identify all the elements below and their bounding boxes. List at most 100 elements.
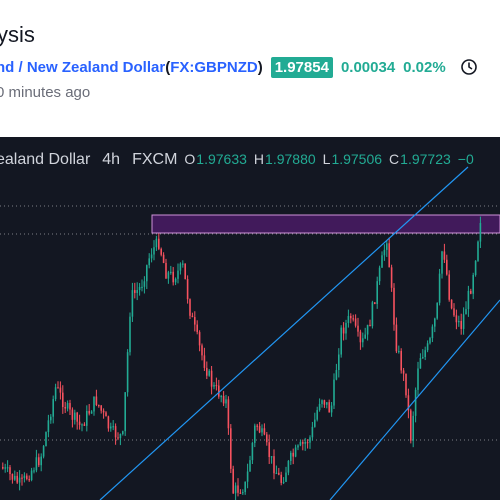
candle-body <box>136 290 138 293</box>
candle-body <box>86 410 88 426</box>
candle-body <box>297 445 299 448</box>
candle-body <box>474 260 477 276</box>
candle-body <box>107 416 110 429</box>
candle-body <box>155 238 158 248</box>
candle-body <box>434 318 436 327</box>
candle-body <box>378 267 381 282</box>
candle-body <box>172 271 174 283</box>
candle-body <box>261 428 263 433</box>
candle-body <box>424 350 426 358</box>
resistance-zone <box>151 214 500 234</box>
candle-body <box>258 425 261 433</box>
candle-body <box>119 434 122 439</box>
candle-body <box>314 419 316 427</box>
candle-body <box>126 352 129 393</box>
candle-body <box>50 416 52 421</box>
candle-body <box>422 357 424 359</box>
candle-body <box>2 467 4 469</box>
candle-body <box>28 479 30 481</box>
candle-body <box>242 492 244 494</box>
ticker-link[interactable]: FX:GBPNZD <box>170 58 258 76</box>
candle-body <box>266 434 268 443</box>
candle-body <box>330 405 333 413</box>
chart-panel[interactable]: ealand Dollar 4h FXCM O 1.97633 H 1.9788… <box>0 137 500 500</box>
upper-trendline <box>99 166 469 500</box>
candle-body <box>402 370 405 374</box>
candle-body <box>189 299 191 316</box>
candle-body <box>371 302 374 327</box>
candle-body <box>21 477 23 479</box>
candle-body <box>184 263 186 280</box>
change-pct: 0.02% <box>403 58 446 76</box>
candle-body <box>18 477 21 483</box>
candle-body <box>328 402 330 413</box>
change-abs: 0.00034 <box>340 58 396 76</box>
candle-body <box>90 411 93 414</box>
candle-body <box>292 452 294 457</box>
legend-low-label: L <box>322 151 331 167</box>
candle-body <box>479 223 482 242</box>
candle-body <box>453 308 455 316</box>
candle-body <box>122 431 124 435</box>
candle-body <box>146 265 148 282</box>
candle-body <box>302 442 304 444</box>
candle-body <box>431 326 434 339</box>
candle-body <box>150 254 153 259</box>
candle-body <box>93 396 95 412</box>
candle-body <box>138 287 141 291</box>
candle-body <box>306 442 309 444</box>
candle-body <box>105 412 107 417</box>
candle-body <box>78 421 81 425</box>
candle-body <box>429 338 431 344</box>
candle-body <box>256 425 258 427</box>
candle-body <box>270 456 273 458</box>
candle-body <box>446 259 448 275</box>
candle-body <box>417 368 419 390</box>
candle-body <box>275 472 278 475</box>
candle-body <box>143 281 146 287</box>
candle-body <box>376 281 378 304</box>
candle-body <box>448 274 450 300</box>
candle-body <box>386 243 388 250</box>
candle-body <box>26 475 28 480</box>
candle-body <box>460 320 462 329</box>
candle-body <box>254 425 256 443</box>
candle-body <box>54 387 57 400</box>
candle-body <box>388 243 390 268</box>
pair-name-link[interactable]: nd / New Zealand Dollar <box>0 58 166 76</box>
candle-body <box>64 407 66 409</box>
candle-body <box>112 426 114 428</box>
candle-body <box>153 247 155 255</box>
candle-body <box>287 460 290 473</box>
candle-body <box>208 370 210 376</box>
candle-body <box>249 460 251 472</box>
candle-body <box>400 350 402 371</box>
legend-interval[interactable]: 4h <box>102 151 121 168</box>
candle-body <box>414 389 417 416</box>
candle-body <box>357 325 359 332</box>
candle-body <box>71 409 74 420</box>
candle-body <box>426 343 429 351</box>
candle-body <box>369 324 371 327</box>
paren-close: ) <box>257 58 263 76</box>
candle-body <box>436 302 438 319</box>
candle-body <box>455 315 458 323</box>
candle-body <box>390 267 393 288</box>
candle-body <box>35 457 38 471</box>
candle-body <box>398 350 400 353</box>
candle-body <box>40 456 42 466</box>
candle-body <box>309 437 311 443</box>
candle-body <box>232 468 234 494</box>
candle-body <box>42 446 45 457</box>
candle-body <box>366 324 369 335</box>
candle-body <box>201 345 203 356</box>
candle-body <box>177 270 179 279</box>
candle-body <box>350 315 352 319</box>
candle-body <box>220 395 222 398</box>
candlestick-chart[interactable] <box>0 137 500 500</box>
candle-body <box>198 332 201 346</box>
candle-body <box>316 410 318 420</box>
candle-body <box>74 412 76 420</box>
candle-body <box>194 317 196 325</box>
candle-body <box>45 432 47 447</box>
